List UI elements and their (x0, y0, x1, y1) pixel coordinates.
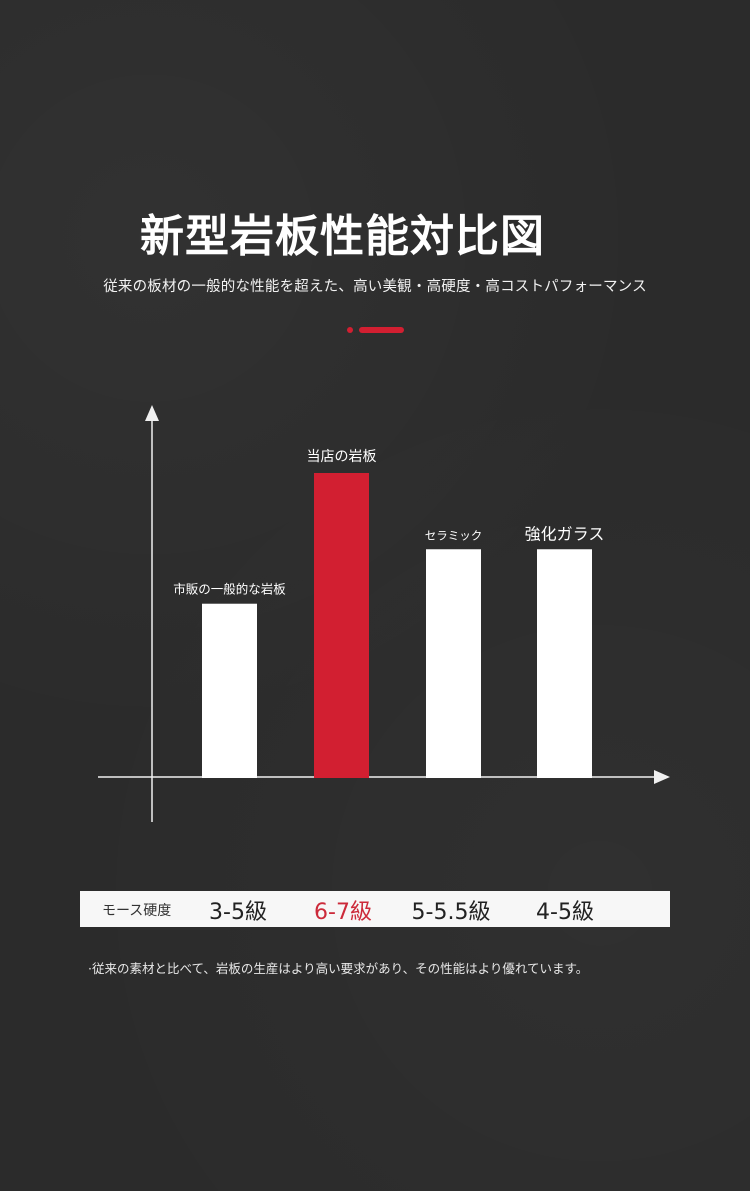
hardness-value-ceramic: 5-5.5級 (411, 900, 491, 925)
bar-commercial (202, 603, 257, 778)
y-axis-arrow (145, 405, 159, 421)
bar-label-commercial: 市販の一般的な岩板 (173, 582, 286, 597)
title-divider (347, 325, 407, 335)
page-title: 新型岩板性能対比図 (140, 211, 545, 262)
chart-bars (202, 473, 592, 778)
divider-dot (347, 327, 353, 333)
bar-tempered-glass (537, 549, 592, 778)
bar-ceramic (426, 549, 481, 778)
hardness-value-commercial: 3-5級 (209, 900, 267, 925)
mohs-hardness-header: モース硬度 (102, 903, 172, 919)
bar-label-our-stone: 当店の岩板 (307, 449, 377, 465)
bar-our-stone (314, 473, 369, 778)
hardness-value-tempered-glass: 4-5級 (536, 900, 594, 925)
bar-label-tempered-glass: 強化ガラス (525, 524, 605, 543)
page-subtitle: 従来の板材の一般的な性能を超えた、高い美観・高硬度・高コストパフォーマンス (103, 279, 647, 295)
divider-bar (359, 327, 404, 333)
x-axis-arrow (654, 770, 670, 784)
mohs-hardness-table: モース硬度 3-5級 6-7級 5-5.5級 4-5級 (80, 891, 670, 927)
footnote: ·従来の素材と比べて、岩板の生産はより高い要求があり、その性能はより優れています… (88, 961, 589, 976)
hardness-value-our-stone: 6-7級 (314, 900, 372, 925)
bar-label-ceramic: セラミック (425, 528, 483, 542)
